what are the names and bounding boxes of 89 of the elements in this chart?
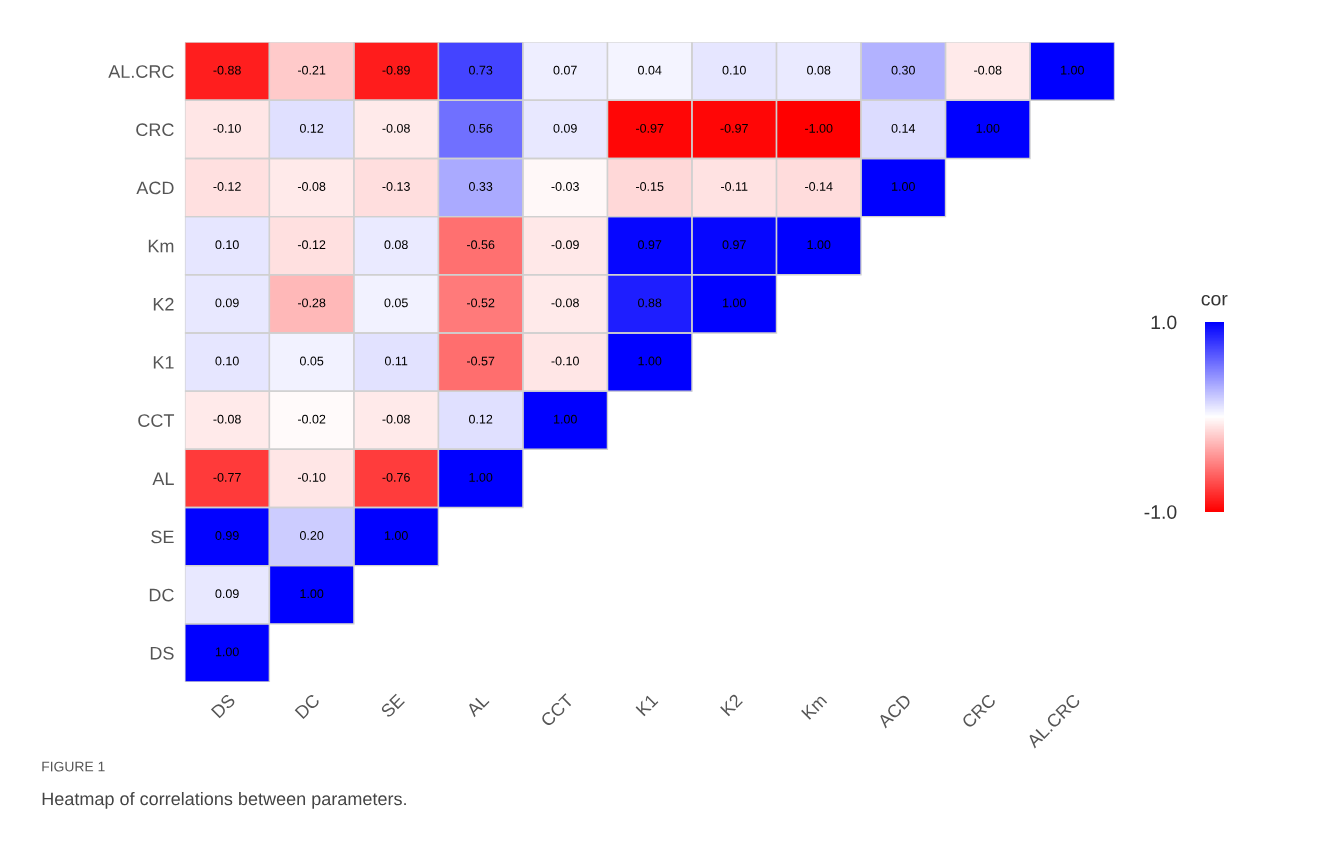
data-label: 1.00 <box>723 298 746 308</box>
data-label: -0.13 <box>382 182 410 191</box>
data-label: -0.28 <box>297 298 326 308</box>
data-label: -0.57 <box>466 356 495 366</box>
data-label: 1.00 <box>638 356 662 366</box>
data-label: -0.08 <box>551 298 579 308</box>
y-tick-label: Km <box>148 239 174 253</box>
data-label: 0.07 <box>553 65 577 75</box>
data-label: -1.00 <box>805 123 833 133</box>
data-label: -0.88 <box>213 65 241 75</box>
x-tick-label: AL <box>465 693 490 718</box>
data-label: -0.97 <box>636 123 664 133</box>
data-label: 0.97 <box>722 240 746 250</box>
x-tick-label: K1 <box>635 693 659 717</box>
data-label: -0.21 <box>297 65 326 75</box>
y-tick-label: AL.CRC <box>108 65 174 78</box>
data-label: 1.00 <box>1061 65 1084 75</box>
caption: FIGURE 1 <box>42 761 105 772</box>
data-label: 0.10 <box>722 65 746 75</box>
data-label: 0.33 <box>469 182 493 191</box>
data-label: 0.10 <box>215 356 239 366</box>
text: Heatmap of correlations between parameters. <box>42 791 406 809</box>
data-label: 0.05 <box>299 356 324 366</box>
data-label: 0.08 <box>384 240 408 250</box>
data-label: -0.12 <box>213 182 241 191</box>
x-tick-label: DS <box>210 693 236 719</box>
data-label: -0.08 <box>382 123 410 133</box>
data-label: 0.12 <box>299 123 324 133</box>
x-tick-label: K2 <box>719 693 743 717</box>
data-label: 0.56 <box>469 123 493 133</box>
data-label: -0.77 <box>213 472 241 482</box>
data-label: 1.00 <box>469 472 493 482</box>
data-label: 0.14 <box>891 123 916 133</box>
data-label: 0.12 <box>469 414 493 424</box>
color-bar-label: -1.0 <box>1144 505 1177 519</box>
data-label: 1.00 <box>300 589 324 599</box>
data-label: 0.73 <box>469 65 493 75</box>
data-label: -0.02 <box>297 414 326 424</box>
data-label: -0.08 <box>297 182 326 191</box>
y-tick-label: AL <box>152 472 174 485</box>
data-label: -0.03 <box>551 182 579 191</box>
data-label: -0.11 <box>720 182 748 191</box>
data-label: -0.12 <box>297 240 326 250</box>
data-label: -0.76 <box>382 472 410 482</box>
data-label: -0.56 <box>466 240 495 250</box>
y-tick-label: CCT <box>138 414 175 427</box>
x-tick-label: SE <box>380 693 405 719</box>
y-tick-label: DS <box>150 646 174 660</box>
x-tick-label: DC <box>294 693 321 720</box>
data-label: 1.00 <box>807 240 831 250</box>
data-label: 1.00 <box>553 414 577 424</box>
data-label: 0.30 <box>891 65 915 75</box>
data-label: 1.00 <box>976 123 1000 133</box>
data-label: -0.10 <box>213 123 241 133</box>
data-label: -0.14 <box>805 182 833 191</box>
data-label: 1.00 <box>384 531 408 540</box>
data-label: 0.08 <box>807 65 831 75</box>
data-label: 0.11 <box>384 356 408 366</box>
data-label: -0.89 <box>382 65 410 75</box>
data-label: -0.09 <box>551 240 579 250</box>
data-label: 0.09 <box>215 589 239 599</box>
data-label: -0.08 <box>382 414 410 424</box>
data-label: -0.10 <box>297 472 326 482</box>
x-tick-label: Km <box>801 693 828 720</box>
y-tick-label: CRC <box>136 123 174 137</box>
data-label: 0.05 <box>384 298 408 308</box>
data-label: 0.97 <box>638 240 662 250</box>
data-label: 1.00 <box>892 182 915 191</box>
y-tick-label: SE <box>151 530 174 544</box>
data-label: 0.10 <box>215 240 239 250</box>
y-tick-label: K2 <box>153 297 174 311</box>
color-bar-label: 1.0 <box>1151 315 1177 330</box>
color-bar-title: cor <box>1201 294 1228 306</box>
data-label: -0.97 <box>720 123 748 133</box>
data-label: 0.88 <box>638 298 662 308</box>
data-label: -0.08 <box>213 414 241 424</box>
data-label: -0.08 <box>974 65 1002 75</box>
data-label: 0.09 <box>553 123 577 133</box>
data-label: 0.04 <box>638 65 662 75</box>
data-label: 0.20 <box>299 531 324 540</box>
data-label: 0.09 <box>215 298 239 308</box>
data-label: -0.10 <box>551 356 579 366</box>
data-label: -0.15 <box>636 182 664 191</box>
y-tick-label: K1 <box>153 356 174 369</box>
data-label: 0.99 <box>215 531 239 540</box>
y-tick-label: DC <box>149 588 174 602</box>
data-label: 1.00 <box>215 647 239 657</box>
y-tick-label: ACD <box>136 181 174 195</box>
data-label: -0.52 <box>466 298 495 308</box>
